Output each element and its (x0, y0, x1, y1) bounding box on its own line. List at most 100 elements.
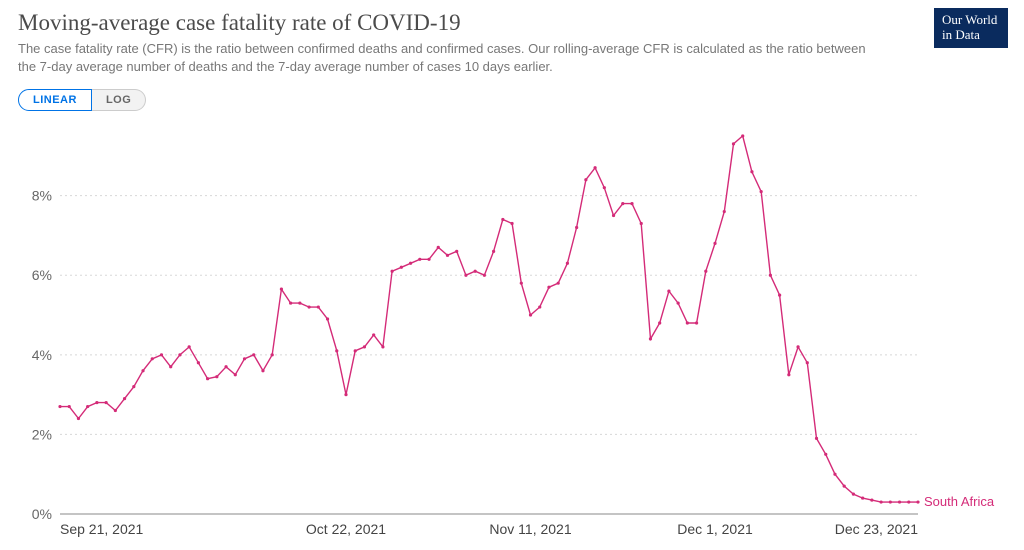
log-scale-button[interactable]: LOG (92, 89, 146, 111)
data-point (427, 258, 430, 261)
data-point (317, 305, 320, 308)
x-tick-label: Nov 11, 2021 (489, 521, 571, 537)
data-point (437, 246, 440, 249)
data-point (105, 401, 108, 404)
data-point (584, 178, 587, 181)
y-tick-label: 8% (32, 188, 52, 204)
data-point (234, 373, 237, 376)
data-point (898, 500, 901, 503)
data-point (261, 369, 264, 372)
data-point (750, 170, 753, 173)
data-point (870, 498, 873, 501)
data-point (483, 274, 486, 277)
data-point (686, 321, 689, 324)
data-point (667, 290, 670, 293)
data-point (188, 345, 191, 348)
data-point (621, 202, 624, 205)
data-point (280, 288, 283, 291)
data-point (529, 313, 532, 316)
data-point (861, 496, 864, 499)
data-point (640, 222, 643, 225)
owid-logo: Our World in Data (934, 8, 1008, 48)
data-point (455, 250, 458, 253)
data-point (474, 270, 477, 273)
data-point (132, 385, 135, 388)
data-point (354, 349, 357, 352)
data-point (704, 270, 707, 273)
data-point (741, 134, 744, 137)
data-point (381, 345, 384, 348)
data-point (197, 361, 200, 364)
data-point (566, 262, 569, 265)
data-point (298, 301, 301, 304)
data-point (58, 405, 61, 408)
data-point (778, 294, 781, 297)
data-point (391, 270, 394, 273)
data-point (852, 493, 855, 496)
data-point (520, 282, 523, 285)
data-point (796, 345, 799, 348)
chart-header: Our World in Data Moving-average case fa… (0, 0, 1024, 81)
scale-toggle: LINEAR LOG (18, 89, 146, 111)
data-point (418, 258, 421, 261)
data-point (557, 282, 560, 285)
data-point (879, 500, 882, 503)
data-point (889, 500, 892, 503)
data-point (77, 417, 80, 420)
data-point (760, 190, 763, 193)
data-point (215, 375, 218, 378)
chart-title: Moving-average case fatality rate of COV… (18, 10, 1006, 36)
data-point (658, 321, 661, 324)
data-point (501, 218, 504, 221)
data-point (141, 369, 144, 372)
chart-subtitle: The case fatality rate (CFR) is the rati… (18, 40, 878, 75)
data-point (806, 361, 809, 364)
data-point (630, 202, 633, 205)
data-point (400, 266, 403, 269)
data-point (538, 305, 541, 308)
data-point (593, 166, 596, 169)
y-tick-label: 6% (32, 267, 52, 283)
data-point (326, 317, 329, 320)
data-point (224, 365, 227, 368)
data-point (114, 409, 117, 412)
data-point (769, 274, 772, 277)
data-point (243, 357, 246, 360)
data-point (123, 397, 126, 400)
data-point (612, 214, 615, 217)
data-point (510, 222, 513, 225)
data-point (409, 262, 412, 265)
data-point (713, 242, 716, 245)
data-point (151, 357, 154, 360)
data-point (547, 286, 550, 289)
data-point (178, 353, 181, 356)
chart-svg: 0%2%4%6%8%Sep 21, 2021Oct 22, 2021Nov 11… (18, 118, 1008, 540)
data-point (649, 337, 652, 340)
x-tick-label: Dec 1, 2021 (677, 521, 753, 537)
y-tick-label: 0% (32, 506, 52, 522)
series-label[interactable]: South Africa (924, 494, 995, 509)
data-point (677, 301, 680, 304)
data-point (160, 353, 163, 356)
data-point (68, 405, 71, 408)
data-point (833, 473, 836, 476)
data-point (363, 345, 366, 348)
y-tick-label: 2% (32, 426, 52, 442)
chart-area: 0%2%4%6%8%Sep 21, 2021Oct 22, 2021Nov 11… (18, 118, 1008, 540)
data-point (603, 186, 606, 189)
data-point (723, 210, 726, 213)
data-point (307, 305, 310, 308)
data-point (271, 353, 274, 356)
linear-scale-button[interactable]: LINEAR (18, 89, 92, 111)
data-point (86, 405, 89, 408)
data-point (289, 301, 292, 304)
data-point (824, 453, 827, 456)
data-point (695, 321, 698, 324)
logo-line1: Our World (942, 12, 997, 27)
x-tick-label: Dec 23, 2021 (835, 521, 918, 537)
data-point (206, 377, 209, 380)
data-point (446, 254, 449, 257)
data-point (815, 437, 818, 440)
data-point (492, 250, 495, 253)
data-point (575, 226, 578, 229)
